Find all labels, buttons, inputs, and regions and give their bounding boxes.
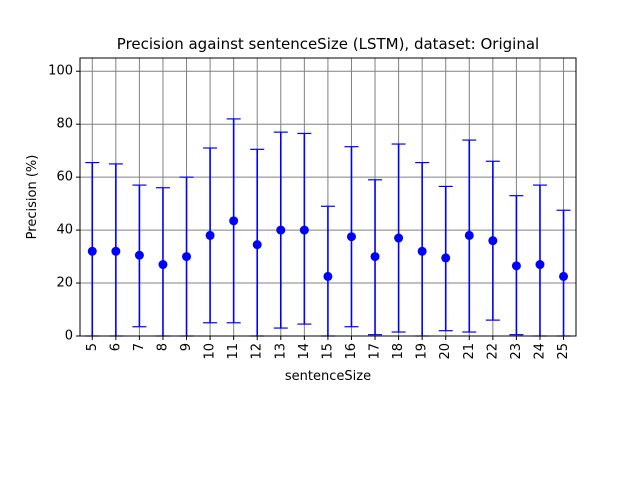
x-tick-label: 6 [108, 343, 123, 351]
data-point [299, 225, 309, 235]
x-tick-label: 21 [462, 343, 477, 360]
y-axis-title: Precision (%) [25, 155, 40, 240]
x-tick-label: 25 [556, 343, 571, 360]
data-point [276, 225, 286, 235]
data-point [535, 260, 545, 270]
data-point [252, 240, 262, 250]
x-tick-label: 10 [203, 343, 218, 360]
axis-ticks: 5 6 7 8 9 10 11 12 13 14 15 16 17 18 19 20 21 22 23 24 25 0 20… [48, 64, 571, 360]
x-tick-label: 19 [415, 343, 430, 360]
x-tick-label: 9 [179, 343, 194, 351]
data-point [417, 246, 427, 256]
y-tick-label: 60 [56, 170, 73, 185]
data-point [134, 250, 144, 260]
data-point [394, 233, 404, 243]
data-point [229, 216, 239, 226]
x-tick-label: 17 [368, 343, 383, 360]
x-tick-label: 7 [132, 343, 147, 351]
x-tick-label: 16 [344, 343, 359, 360]
x-tick-label: 11 [226, 343, 241, 360]
data-point [441, 253, 451, 263]
data-point [323, 271, 333, 281]
data-point [488, 236, 498, 246]
data-point [205, 230, 215, 240]
y-tick-label: 0 [65, 329, 73, 344]
y-tick-label: 100 [48, 64, 73, 79]
chart-title: Precision against sentenceSize (LSTM), d… [117, 35, 539, 53]
data-point [370, 252, 380, 262]
x-tick-label: 5 [85, 343, 100, 351]
x-tick-label: 23 [509, 343, 524, 360]
x-tick-label: 20 [438, 343, 453, 360]
data-point [559, 271, 569, 281]
data-point [511, 261, 521, 271]
data-point [111, 246, 121, 256]
data-point [464, 230, 474, 240]
y-tick-label: 20 [56, 276, 73, 291]
x-tick-label: 18 [391, 343, 406, 360]
x-tick-label: 14 [297, 343, 312, 360]
y-tick-label: 40 [56, 223, 73, 238]
data-point [346, 232, 356, 242]
x-tick-label: 12 [250, 343, 265, 360]
x-tick-label: 8 [155, 343, 170, 351]
x-tick-label: 24 [532, 343, 547, 360]
x-tick-label: 22 [485, 343, 500, 360]
x-tick-label: 15 [320, 343, 335, 360]
data-point [158, 260, 168, 270]
x-tick-label: 13 [273, 343, 288, 360]
data-point [182, 252, 192, 262]
data-point [87, 246, 97, 256]
x-axis-title: sentenceSize [285, 369, 371, 384]
y-tick-label: 80 [56, 117, 73, 132]
